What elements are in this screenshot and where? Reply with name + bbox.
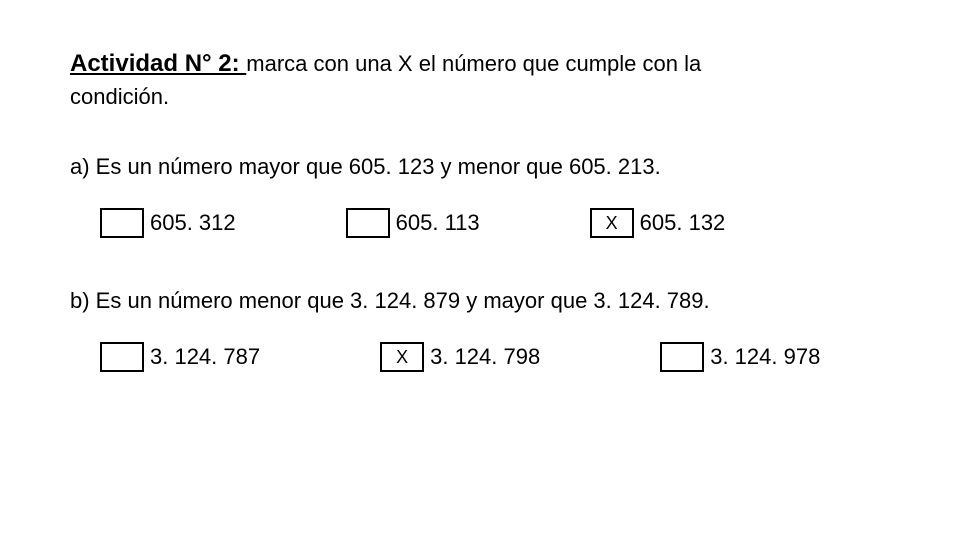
options-row-b: 3. 124. 787 X 3. 124. 798 3. 124. 978 bbox=[70, 342, 890, 372]
activity-title-line: Actividad N° 2: marca con una X el númer… bbox=[70, 50, 890, 78]
options-row-a: 605. 312 605. 113 X 605. 132 bbox=[70, 208, 890, 238]
checkbox-b3[interactable] bbox=[660, 342, 704, 372]
option-label-a2: 605. 113 bbox=[396, 210, 480, 236]
question-b: b) Es un número menor que 3. 124. 879 y … bbox=[70, 288, 890, 314]
option-b3: 3. 124. 978 bbox=[660, 342, 820, 372]
option-label-b1: 3. 124. 787 bbox=[150, 344, 260, 370]
checkbox-b1[interactable] bbox=[100, 342, 144, 372]
option-a2: 605. 113 bbox=[346, 208, 480, 238]
option-label-b3: 3. 124. 978 bbox=[710, 344, 820, 370]
option-label-a1: 605. 312 bbox=[150, 210, 236, 236]
option-label-a3: 605. 132 bbox=[640, 210, 726, 236]
checkbox-b2[interactable]: X bbox=[380, 342, 424, 372]
activity-title-rest: marca con una X el número que cumple con… bbox=[246, 51, 701, 76]
option-b1: 3. 124. 787 bbox=[100, 342, 260, 372]
option-b2: X 3. 124. 798 bbox=[380, 342, 540, 372]
activity-title-continuation: condición. bbox=[70, 84, 890, 110]
question-a: a) Es un número mayor que 605. 123 y men… bbox=[70, 154, 890, 180]
checkbox-a3[interactable]: X bbox=[590, 208, 634, 238]
option-a3: X 605. 132 bbox=[590, 208, 726, 238]
option-a1: 605. 312 bbox=[100, 208, 236, 238]
checkbox-a2[interactable] bbox=[346, 208, 390, 238]
option-label-b2: 3. 124. 798 bbox=[430, 344, 540, 370]
checkbox-a1[interactable] bbox=[100, 208, 144, 238]
activity-title-bold: Actividad N° 2: bbox=[70, 50, 246, 77]
